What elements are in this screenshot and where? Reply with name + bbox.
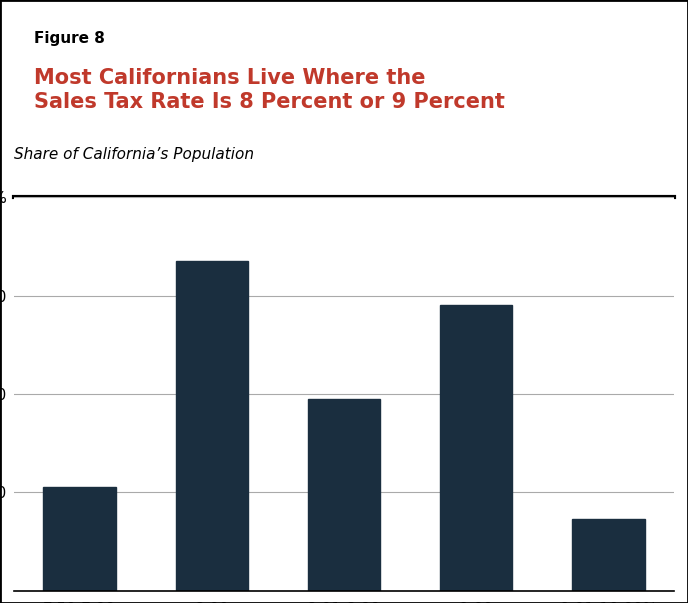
Bar [175, 261, 248, 591]
Bar [308, 399, 380, 591]
Text: Figure 8: Figure 8 [34, 31, 105, 46]
Bar [440, 305, 513, 591]
Text: Most Californians Live Where the
Sales Tax Rate Is 8 Percent or 9 Percent: Most Californians Live Where the Sales T… [34, 68, 504, 112]
Bar [43, 487, 116, 591]
Bar [572, 519, 645, 591]
Text: Share of California’s Population: Share of California’s Population [14, 147, 254, 162]
